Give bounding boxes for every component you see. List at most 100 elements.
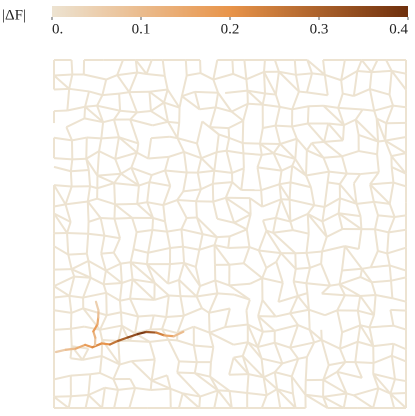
network-edge bbox=[375, 118, 387, 142]
network-edge bbox=[88, 232, 105, 237]
network-edge bbox=[322, 392, 347, 398]
network-edge bbox=[306, 213, 328, 238]
network-edge bbox=[341, 125, 345, 141]
network-edge bbox=[309, 329, 323, 341]
network-edge bbox=[339, 283, 361, 297]
network-edge bbox=[266, 388, 278, 397]
network-edge bbox=[137, 201, 148, 205]
network-edge bbox=[262, 376, 278, 390]
network-edge bbox=[164, 170, 172, 187]
network-edge bbox=[145, 252, 150, 265]
network-edge bbox=[212, 201, 219, 219]
network-edge bbox=[233, 221, 248, 231]
network-edge bbox=[147, 246, 171, 254]
network-edge bbox=[368, 327, 375, 347]
network-edge bbox=[233, 354, 243, 359]
network-edge bbox=[360, 294, 376, 297]
network-edge bbox=[136, 185, 140, 204]
network-edge bbox=[289, 165, 294, 183]
network-edge bbox=[166, 231, 172, 249]
network-edge bbox=[391, 166, 407, 175]
network-edge bbox=[321, 284, 331, 295]
network-edge bbox=[321, 221, 328, 238]
network-edge bbox=[70, 59, 74, 75]
network-edge bbox=[262, 377, 268, 396]
network-edge bbox=[274, 94, 281, 108]
network-edge bbox=[68, 74, 74, 90]
network-edge bbox=[240, 168, 245, 191]
network-edge bbox=[229, 228, 248, 238]
network-edge bbox=[164, 221, 168, 232]
network-edge bbox=[70, 357, 83, 361]
network-edge bbox=[274, 71, 280, 95]
network-edge bbox=[305, 150, 308, 176]
network-edge bbox=[292, 105, 309, 111]
network-edge bbox=[322, 396, 329, 409]
network-edge bbox=[360, 171, 379, 176]
network-edge bbox=[242, 246, 251, 264]
network-edge bbox=[119, 263, 123, 284]
network-edge bbox=[336, 294, 346, 311]
network-edge bbox=[168, 294, 181, 298]
network-edge bbox=[116, 59, 124, 76]
network-edge bbox=[273, 371, 279, 390]
network-edge bbox=[274, 125, 282, 145]
network-edge bbox=[96, 151, 101, 176]
network-edge bbox=[184, 59, 188, 76]
network-edge bbox=[214, 280, 219, 294]
network-edge bbox=[176, 315, 185, 334]
network-edge-highlight bbox=[64, 347, 77, 351]
network-edge bbox=[102, 92, 120, 97]
network-edge bbox=[247, 102, 263, 106]
network-edge bbox=[146, 201, 164, 207]
network-edge bbox=[177, 371, 195, 375]
network-edge bbox=[135, 59, 148, 75]
network-edge bbox=[386, 253, 391, 266]
network-edge bbox=[274, 324, 299, 332]
network-edge bbox=[289, 312, 299, 326]
network-edge-highlight bbox=[163, 334, 175, 338]
network-edge bbox=[134, 316, 140, 334]
network-edge bbox=[258, 143, 263, 156]
network-edge bbox=[186, 72, 201, 77]
network-edge bbox=[194, 90, 219, 94]
network-edge bbox=[272, 152, 283, 172]
network-edge bbox=[214, 244, 229, 249]
network-edge bbox=[375, 118, 380, 142]
network-edge bbox=[229, 262, 244, 266]
network-edge bbox=[181, 95, 201, 111]
network-edge bbox=[293, 59, 297, 75]
network-edge bbox=[113, 119, 120, 138]
network-edge bbox=[352, 183, 358, 204]
network-edge bbox=[231, 59, 235, 74]
network-edge bbox=[182, 246, 186, 263]
network-edge bbox=[66, 221, 72, 234]
network-edge bbox=[265, 230, 282, 254]
network-edge bbox=[358, 150, 378, 156]
network-edge bbox=[342, 92, 355, 97]
network-edge bbox=[85, 233, 90, 254]
network-edge bbox=[208, 332, 215, 348]
network-edge bbox=[306, 59, 326, 76]
network-edge bbox=[341, 267, 363, 272]
network-edge bbox=[87, 260, 92, 278]
colorbar-tick-label: 0. bbox=[52, 21, 63, 37]
network-edge bbox=[262, 216, 277, 222]
network-edge bbox=[209, 126, 220, 136]
network-edge bbox=[86, 201, 90, 222]
network-edge bbox=[247, 89, 266, 95]
network-edge bbox=[195, 188, 202, 202]
network-edge bbox=[372, 372, 396, 381]
network-edge bbox=[217, 92, 233, 113]
network-edge bbox=[274, 106, 281, 126]
network-edge bbox=[360, 59, 373, 73]
network-edge bbox=[102, 284, 108, 294]
network-edge bbox=[152, 120, 169, 127]
network-edge bbox=[370, 264, 390, 269]
network-edge bbox=[83, 325, 101, 331]
network-edge bbox=[305, 175, 312, 188]
network-edge bbox=[66, 88, 71, 111]
network-edge bbox=[295, 72, 313, 76]
network-edge bbox=[290, 358, 300, 377]
network-edge bbox=[199, 244, 215, 251]
